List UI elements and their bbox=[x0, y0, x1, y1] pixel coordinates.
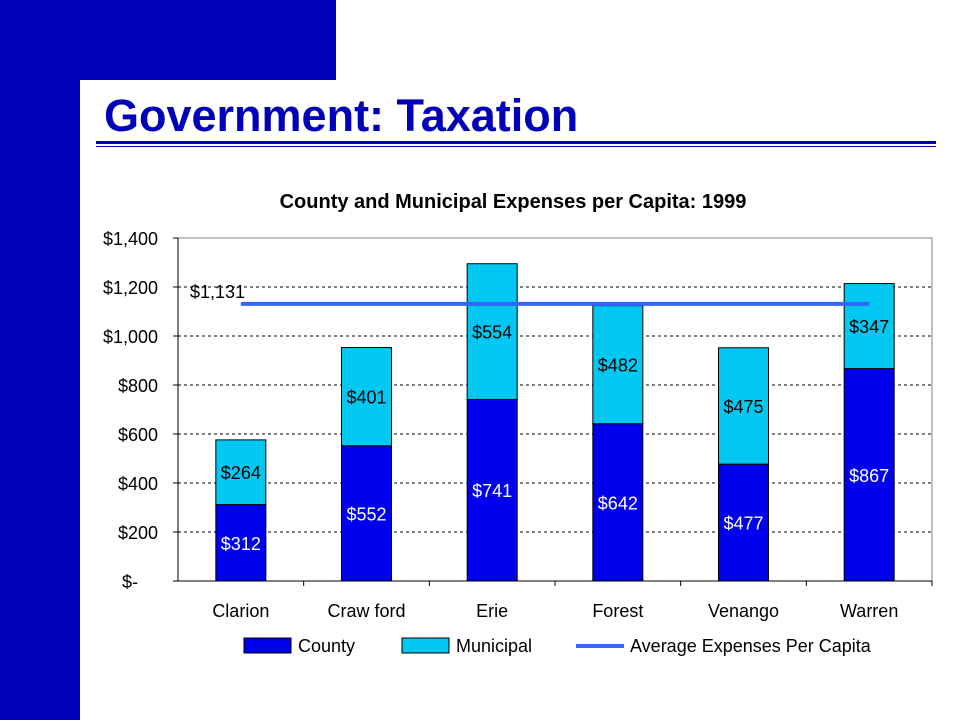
x-tick-label: Craw ford bbox=[327, 601, 405, 621]
x-tick-label: Warren bbox=[840, 601, 898, 621]
data-label-municipal: $401 bbox=[346, 388, 386, 408]
header-band bbox=[80, 0, 336, 80]
legend-label-county: County bbox=[298, 636, 355, 656]
bar-municipal bbox=[843, 283, 895, 370]
data-label-county: $477 bbox=[723, 514, 763, 534]
sidebar-band bbox=[0, 0, 80, 720]
data-label-county: $741 bbox=[472, 481, 512, 501]
legend-swatch-county bbox=[243, 637, 292, 654]
average-line-label: $1,131 bbox=[190, 282, 245, 302]
y-tick-label: $1,400 bbox=[103, 229, 158, 249]
data-label-county: $312 bbox=[221, 534, 261, 554]
bar-municipal bbox=[341, 347, 392, 447]
data-label-county: $642 bbox=[598, 493, 638, 513]
chart-title: County and Municipal Expenses per Capita… bbox=[280, 191, 747, 213]
y-tick-label: $400 bbox=[118, 474, 158, 494]
legend-label-municipal: Municipal bbox=[456, 636, 532, 656]
title-rule-thin bbox=[96, 146, 936, 147]
gridlines bbox=[178, 237, 932, 533]
bar-municipal bbox=[466, 263, 518, 400]
y-tick-label: $800 bbox=[118, 376, 158, 396]
x-tick-label: Forest bbox=[592, 601, 643, 621]
y-tick-label: $1,200 bbox=[103, 278, 158, 298]
data-label-municipal: $475 bbox=[723, 397, 763, 417]
legend: County Municipal Average Expenses Per Capi… bbox=[243, 636, 872, 656]
data-labels: $312 $264 $552 $401 $741 $554 $642 $482 $477 $475… bbox=[221, 317, 889, 554]
average-line-group: $1,131 bbox=[190, 282, 870, 306]
y-tick-label: $600 bbox=[118, 425, 158, 445]
y-tick-label: $- bbox=[122, 572, 138, 592]
data-label-municipal: $264 bbox=[221, 463, 261, 483]
data-label-municipal: $482 bbox=[598, 356, 638, 376]
y-tick-label: $1,000 bbox=[103, 327, 158, 347]
bar-county bbox=[592, 423, 644, 582]
page-title: Government: Taxation bbox=[104, 90, 579, 141]
bar-municipal bbox=[215, 439, 267, 506]
legend-label-average: Average Expenses Per Capita bbox=[630, 636, 872, 656]
data-label-municipal: $347 bbox=[849, 317, 889, 337]
bar-county bbox=[341, 445, 392, 582]
x-tick-label: Clarion bbox=[212, 601, 269, 621]
data-label-county: $867 bbox=[849, 466, 889, 486]
x-tick-label: Erie bbox=[476, 601, 508, 621]
plot-area-border bbox=[177, 237, 933, 582]
data-label-municipal: $554 bbox=[472, 323, 512, 343]
bars bbox=[215, 263, 895, 582]
bar-county bbox=[718, 463, 769, 582]
bar-county bbox=[466, 398, 518, 582]
axes: $- $200 $400 $600 $800 $1,000 $1,200 $1,400 Clar… bbox=[103, 229, 933, 621]
legend-swatch-municipal bbox=[401, 637, 450, 654]
title-rule bbox=[96, 141, 936, 144]
bar-municipal bbox=[718, 347, 769, 465]
x-tick-label: Venango bbox=[708, 601, 779, 621]
y-tick-label: $200 bbox=[118, 523, 158, 543]
data-label-county: $552 bbox=[346, 504, 386, 524]
